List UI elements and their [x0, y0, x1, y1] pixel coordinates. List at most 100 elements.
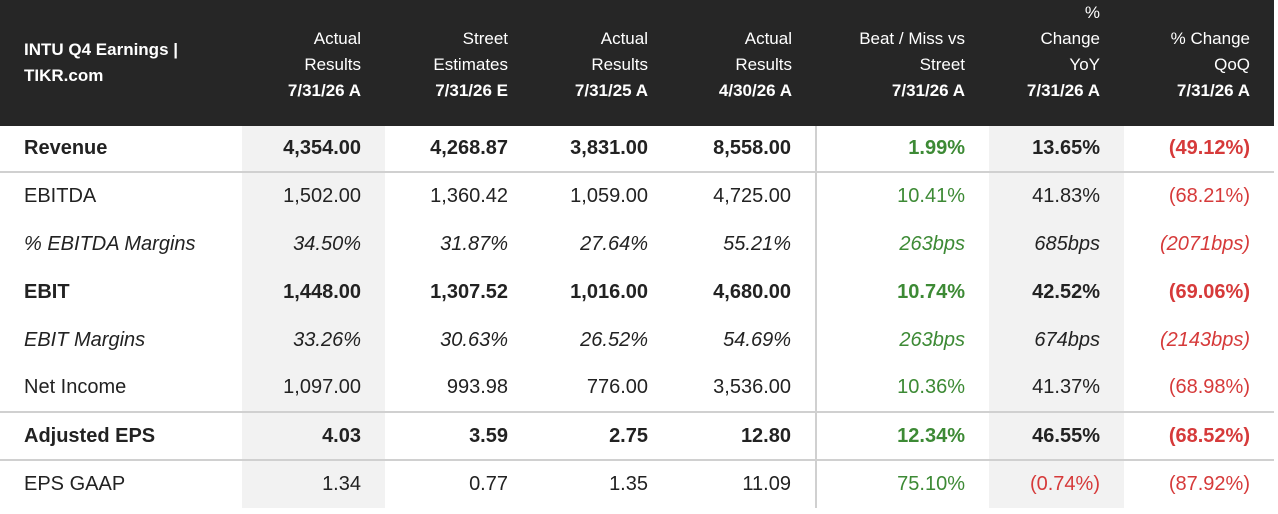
cell-beat-miss: 10.41% [815, 172, 989, 220]
column-header-line: Actual [313, 29, 361, 48]
cell-change-yoy: 42.52% [989, 268, 1124, 316]
column-header-actual-results-prior-quarter: Actual Results 4/30/26 A [672, 0, 816, 126]
cell-change-yoy: 674bps [989, 316, 1124, 364]
column-header-street-estimates: Street Estimates 7/31/26 E [385, 0, 532, 126]
cell-change-yoy: (0.74%) [989, 460, 1124, 508]
table-body: Revenue 4,354.00 4,268.87 3,831.00 8,558.00 1… [0, 126, 1274, 508]
cell-beat-miss: 75.10% [815, 460, 989, 508]
cell-street-estimates: 4,268.87 [430, 137, 508, 159]
column-header-date: 4/30/26 A [718, 81, 792, 100]
column-header-actual-results: Actual Results 7/31/26 A [242, 0, 385, 126]
cell-beat-miss: 263bps [815, 220, 989, 268]
column-header-line: Actual [600, 29, 648, 48]
column-header-line: % Change [1170, 29, 1250, 48]
column-header-date: 7/31/26 A [1176, 81, 1250, 100]
column-header-actual-results-prior-year: Actual Results 7/31/25 A [532, 0, 672, 126]
row-adjusted-eps: Adjusted EPS 4.03 3.59 2.75 12.80 12.34% 46.55… [0, 412, 1274, 460]
column-header-line: Street [919, 55, 965, 74]
table-title-line2: TIKR.com [24, 66, 104, 85]
cell-actual-results: 1,502.00 [242, 172, 385, 220]
cell-prior-year: 27.64% [580, 232, 648, 255]
cell-change-yoy: 41.37% [989, 364, 1124, 412]
row-net-income: Net Income 1,097.00 993.98 776.00 3,536.00 10… [0, 364, 1274, 412]
cell-change-qoq: (68.98%) [1168, 376, 1250, 398]
column-header-line: Beat / Miss vs [859, 29, 965, 48]
row-label: Revenue [24, 137, 108, 159]
row-ebitda-margins: % EBITDA Margins 34.50% 31.87% 27.64% 55.21%… [0, 220, 1274, 268]
cell-street-estimates: 30.63% [440, 328, 508, 351]
cell-prior-year: 26.52% [580, 328, 648, 351]
cell-change-yoy: 46.55% [989, 412, 1124, 460]
column-header-date: 7/31/26 A [1026, 81, 1100, 100]
cell-prior-quarter: 4,725.00 [713, 185, 791, 207]
column-header-date: 7/31/26 E [435, 81, 508, 100]
cell-street-estimates: 0.77 [469, 473, 508, 495]
column-header-line: Change [1040, 29, 1100, 48]
row-label: EBIT Margins [24, 328, 146, 351]
column-header-line: % [1084, 3, 1100, 22]
column-header-line: QoQ [1214, 55, 1250, 74]
row-ebit: EBIT 1,448.00 1,307.52 1,016.00 4,680.00 10.7… [0, 268, 1274, 316]
cell-prior-year: 1,016.00 [570, 280, 648, 303]
column-header-date: 7/31/26 A [891, 81, 965, 100]
row-revenue: Revenue 4,354.00 4,268.87 3,831.00 8,558.00 1… [0, 126, 1274, 172]
cell-street-estimates: 1,307.52 [430, 280, 508, 303]
column-header-change-qoq: % Change QoQ 7/31/26 A [1124, 0, 1274, 126]
cell-prior-quarter: 55.21% [723, 232, 791, 255]
cell-prior-year: 1,059.00 [570, 185, 648, 207]
column-header-beat-miss: Beat / Miss vs Street 7/31/26 A [816, 0, 989, 126]
column-header-change-yoy: % Change YoY 7/31/26 A [989, 0, 1124, 126]
row-ebitda: EBITDA 1,502.00 1,360.42 1,059.00 4,725.00 10… [0, 172, 1274, 220]
column-header-date: 7/31/26 A [287, 81, 361, 100]
cell-actual-results: 34.50% [242, 220, 385, 268]
table-title: INTU Q4 Earnings | TIKR.com [0, 0, 242, 126]
cell-prior-quarter: 3,536.00 [713, 376, 791, 398]
cell-prior-year: 3,831.00 [570, 137, 648, 159]
cell-actual-results: 1,448.00 [242, 268, 385, 316]
cell-prior-quarter: 12.80 [740, 424, 791, 447]
cell-beat-miss: 10.36% [815, 364, 989, 412]
cell-prior-quarter: 4,680.00 [713, 280, 791, 303]
cell-prior-year: 2.75 [609, 424, 648, 447]
cell-change-qoq: (69.06%) [1168, 280, 1250, 303]
cell-change-qoq: (49.12%) [1168, 137, 1250, 159]
cell-change-qoq: (68.21%) [1168, 185, 1250, 207]
column-header-line: Estimates [433, 55, 508, 74]
cell-beat-miss: 1.99% [815, 126, 989, 172]
column-header-line: Results [591, 55, 648, 74]
row-eps-gaap: EPS GAAP 1.34 0.77 1.35 11.09 75.10% (0.74%) (8… [0, 460, 1274, 508]
cell-street-estimates: 993.98 [446, 376, 508, 398]
column-header-line: Street [462, 29, 508, 48]
row-label: Net Income [24, 376, 127, 398]
cell-actual-results: 33.26% [242, 316, 385, 364]
cell-change-qoq: (2071bps) [1159, 232, 1250, 255]
cell-actual-results: 4.03 [242, 412, 385, 460]
cell-actual-results: 1,097.00 [242, 364, 385, 412]
column-header-line: Results [304, 55, 361, 74]
column-header-line: Results [735, 55, 792, 74]
column-header-line: Actual [744, 29, 792, 48]
row-label: Adjusted EPS [24, 424, 156, 447]
row-label: EPS GAAP [24, 473, 126, 495]
cell-change-qoq: (87.92%) [1168, 473, 1250, 495]
cell-prior-quarter: 11.09 [742, 473, 791, 495]
row-ebit-margins: EBIT Margins 33.26% 30.63% 26.52% 54.69% 263b… [0, 316, 1274, 364]
cell-street-estimates: 31.87% [440, 232, 508, 255]
cell-prior-quarter: 54.69% [723, 328, 791, 351]
cell-street-estimates: 1,360.42 [430, 185, 508, 207]
cell-beat-miss: 12.34% [815, 412, 989, 460]
cell-change-qoq: (2143bps) [1159, 328, 1250, 351]
cell-actual-results: 1.34 [242, 460, 385, 508]
cell-prior-quarter: 8,558.00 [713, 137, 791, 159]
cell-beat-miss: 263bps [815, 316, 989, 364]
column-header-date: 7/31/25 A [574, 81, 648, 100]
cell-change-yoy: 685bps [989, 220, 1124, 268]
row-label: EBIT [24, 280, 70, 303]
cell-prior-year: 1.35 [609, 473, 648, 495]
row-label: % EBITDA Margins [24, 232, 196, 255]
cell-actual-results: 4,354.00 [242, 126, 385, 172]
header-row: INTU Q4 Earnings | TIKR.com Actual Resul… [0, 0, 1274, 126]
cell-street-estimates: 3.59 [469, 424, 508, 447]
